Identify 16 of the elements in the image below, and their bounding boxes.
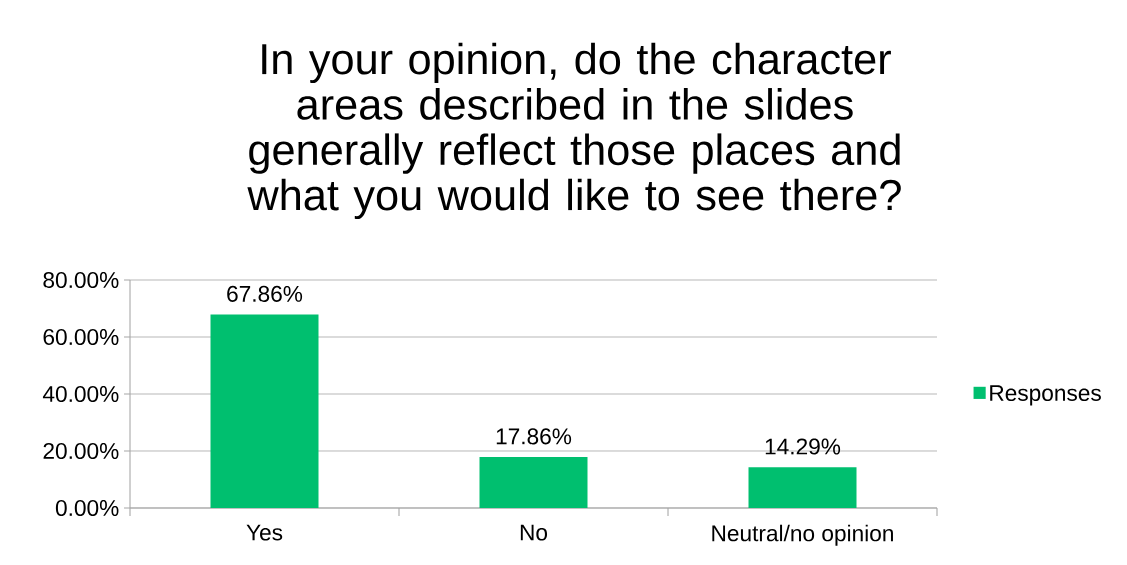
bar (479, 457, 588, 508)
x-tick-label: No (520, 524, 548, 541)
data-label: 17.86% (496, 428, 572, 445)
y-tick-label: 80.00% (43, 271, 119, 289)
data-label: 67.86% (227, 285, 303, 302)
data-label: 14.29% (765, 438, 841, 455)
bar (748, 467, 857, 508)
bar (210, 314, 319, 508)
y-tick-label: 40.00% (42, 385, 119, 403)
y-tick-label: 20.00% (43, 442, 119, 460)
legend-label: Responses (990, 385, 1101, 406)
x-tick-label: Yes (246, 524, 283, 541)
y-tick-label: 60.00% (43, 328, 119, 346)
x-tick-label: Neutral/no opinion (712, 524, 893, 546)
chart-title: In your opinion, do the character areas described in the slides generally reflect those places and what you would like to see there? (247, 42, 901, 220)
y-tick-label: 0.00% (55, 499, 119, 517)
